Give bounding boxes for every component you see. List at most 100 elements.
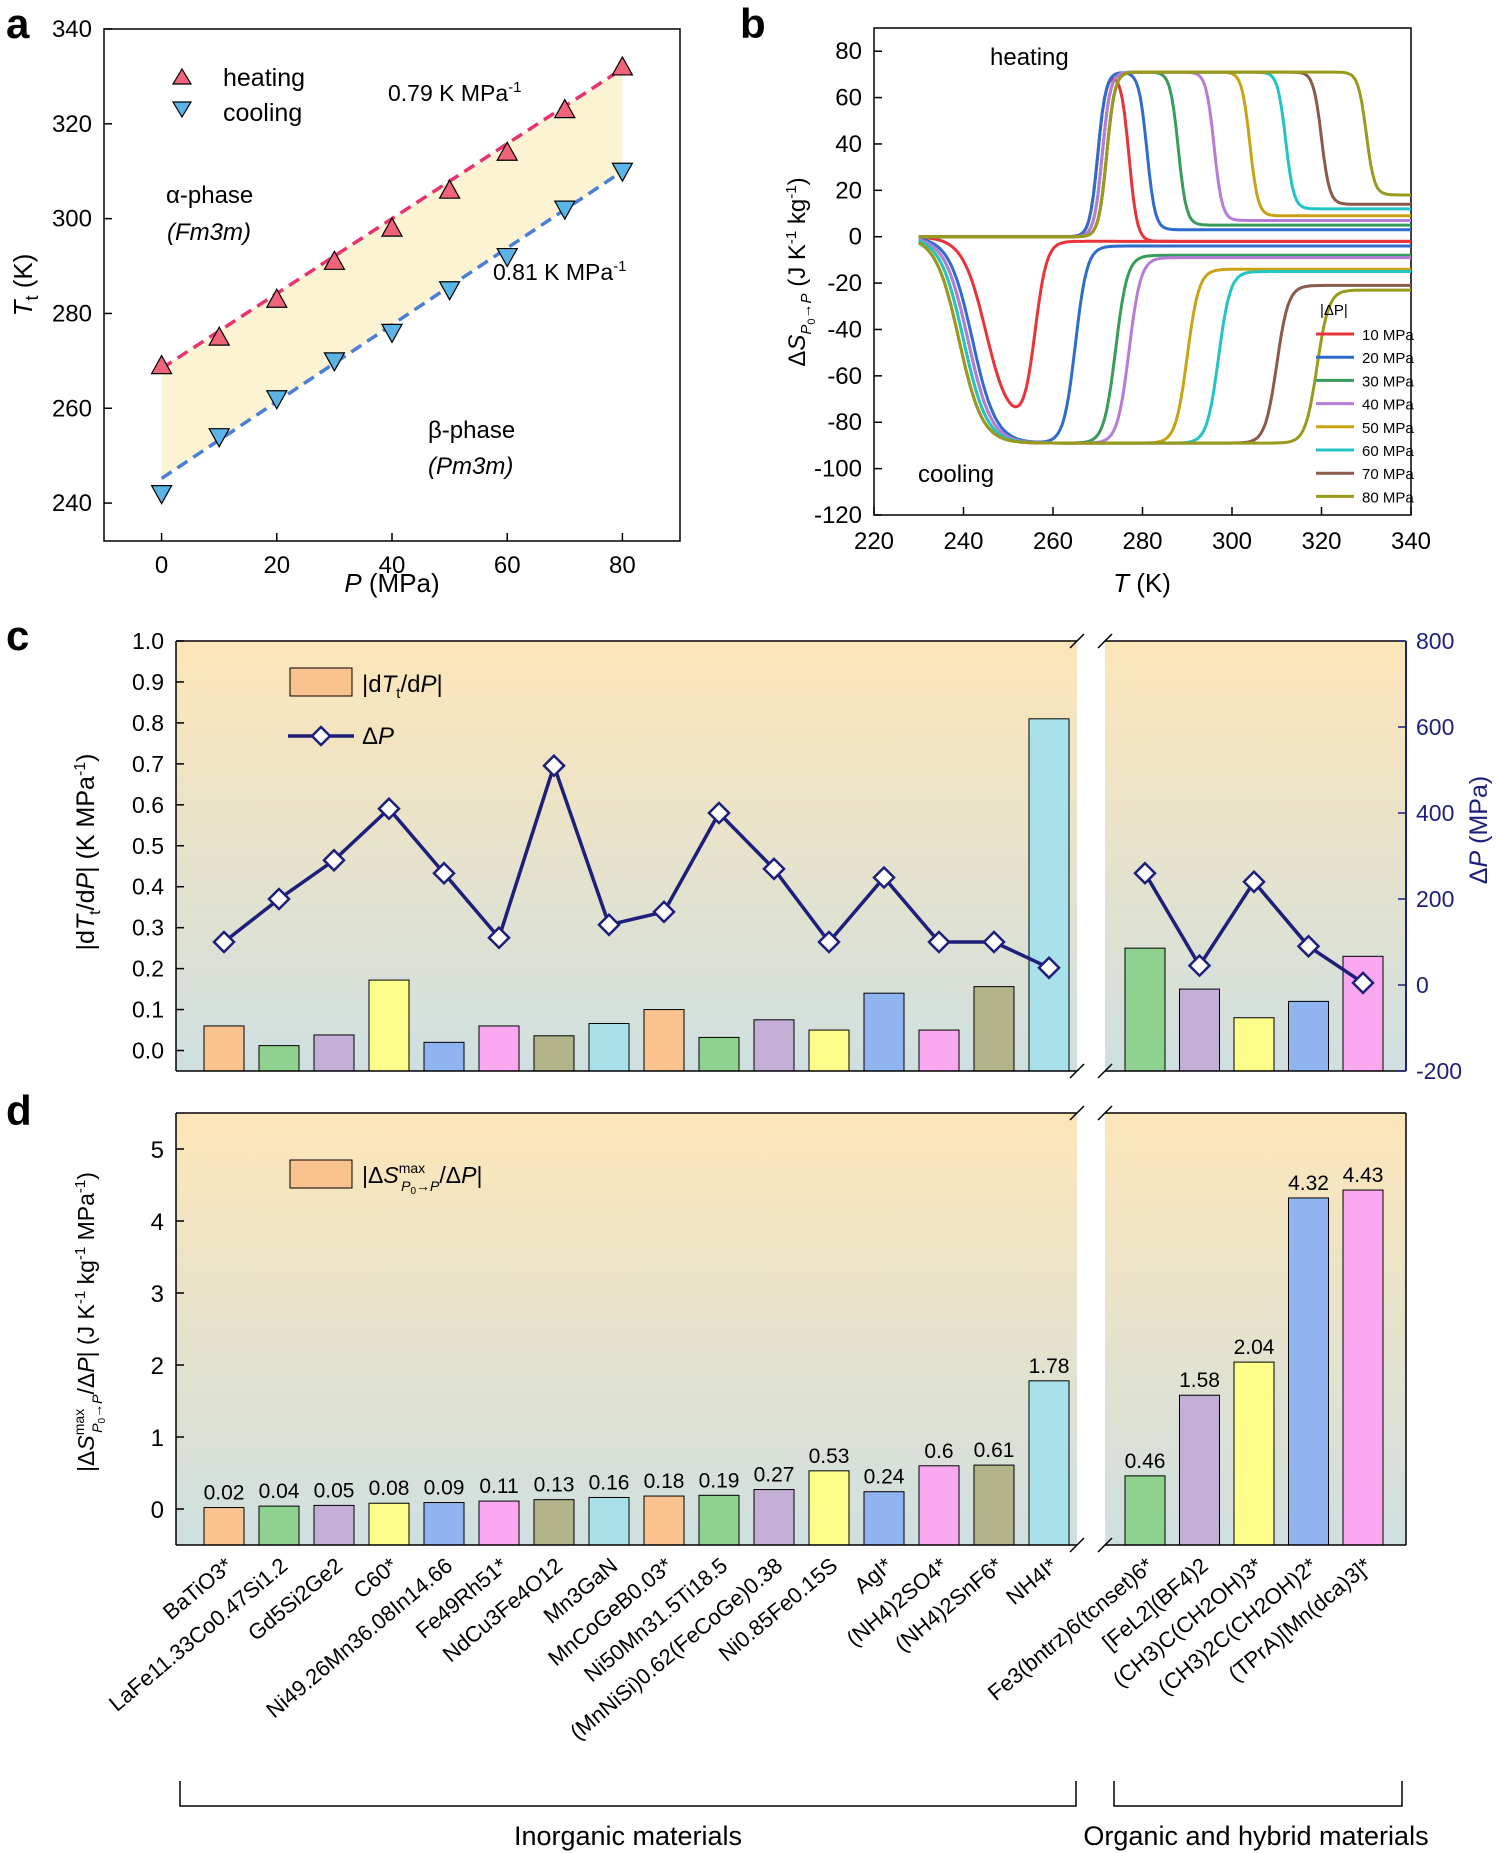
legend-heating-label: heating [223,64,305,92]
cooling-curve-10-MPa [918,235,1411,409]
cooling-curve-80-MPa [918,241,1411,445]
left-axis-label-c: |dTt/dP| (K MPa-1) [72,753,104,950]
delta-p-marker [1296,934,1321,959]
y-tick-label-b: 60 [835,85,862,112]
legend-title-b: |ΔP| [1320,302,1348,319]
cooling-point [438,281,461,301]
bar-value-label: 0.27 [754,1464,795,1487]
heating-point [553,98,576,119]
entropy-bar [643,1495,685,1546]
legend-label-b: 60 MPa [1362,443,1414,460]
y-tick-label-d: 2 [151,1353,164,1380]
panel-b: b 220 240 260 280 300 320 340 -120 -100 -80 -60 -4… [740,0,1431,598]
y-tick-label-d: 3 [151,1281,164,1308]
bar-value-label: 0.16 [589,1471,630,1494]
y-tick-label-b: -20 [827,270,862,297]
legend-bar-swatch-d [289,1159,353,1189]
axis-break-gap-c [1077,632,1105,1080]
legend-label-b: 10 MPa [1362,327,1414,344]
legend-diamond-marker-c [310,725,332,747]
cooling-point [611,162,634,183]
delta-p-marker [1037,956,1061,980]
legend-label-b: 70 MPa [1362,466,1414,483]
x-axis-label-b: T (K) [1113,568,1171,598]
legend-heating-marker [171,67,193,85]
y-tick-label-a: 340 [52,16,92,43]
x-tick-label-b: 320 [1301,528,1341,555]
panel-label-c: c [6,612,29,659]
bar-value-label: 0.19 [699,1469,740,1492]
bar-value-label: 0.46 [1125,1450,1166,1473]
heating-curve-50-MPa [918,70,1411,239]
x-tick-label-b: 240 [943,528,983,555]
right-tick-label-c: 800 [1416,628,1454,654]
cooling-point [265,390,288,411]
organic-group-label: Organic and hybrid materials [1083,1821,1428,1851]
dtdp-bar [313,1034,355,1072]
delta-p-marker [597,913,621,937]
heating-point [438,178,461,199]
dtdp-bar [258,1045,300,1072]
y-tick-label-b: 0 [849,224,862,251]
y-tick-label-b: -60 [827,363,862,390]
cooling-point [208,428,231,448]
y-tick-label-b: 20 [835,177,862,204]
bar-value-label: 0.04 [259,1480,300,1503]
legend-label-b: 20 MPa [1362,350,1414,367]
cooling-point [496,247,519,268]
cooling-point [150,484,173,505]
delta-p-marker [762,857,786,881]
dtdp-bar [1028,718,1070,1072]
panel-a: a 0 20 40 60 80 240 260 280 300 320 340 P (MPa) T… [6,0,681,598]
left-tick-label-c: 0.5 [132,833,164,859]
x-tick-label-a: 20 [263,552,290,579]
bar-value-label: 0.08 [369,1477,410,1500]
left-tick-label-c: 0.3 [132,915,164,941]
x-tick-label-b: 300 [1212,528,1252,555]
delta-p-marker [707,801,731,825]
delta-p-marker [1133,861,1157,885]
entropy-bar [203,1507,245,1546]
heating-curve-20-MPa [918,71,1411,239]
axis-break-marks-d [1069,1105,1113,1553]
dtdp-bar [1233,1017,1275,1072]
left-tick-label-c: 0.8 [132,710,164,736]
cooling-annotation: cooling [918,461,994,488]
left-tick-label-c: 0.0 [132,1038,164,1064]
delta-p-marker [1351,971,1375,995]
y-tick-label-b: -100 [814,456,862,483]
beta-phase-label: β-phase [428,417,515,444]
bar-value-label: 0.6 [924,1440,953,1463]
delta-p-marker [1242,870,1266,894]
heating-curve-60-MPa [918,70,1411,239]
delta-p-marker [817,930,841,954]
delta-p-marker [487,925,511,950]
bar-value-label: 0.53 [809,1445,850,1468]
heating-point [380,216,404,237]
dtdp-bar [1124,947,1166,1072]
entropy-bar [1342,1189,1384,1546]
dtdp-bar [808,1029,850,1072]
heating-curve-70-MPa [918,70,1411,239]
heating-point [265,287,288,308]
entropy-bar [973,1464,1015,1546]
heating-annotation: heating [990,44,1069,71]
bar-value-label: 1.78 [1029,1355,1070,1378]
entropy-bar [588,1496,630,1546]
entropy-bar [698,1494,740,1546]
bar-value-label: 2.04 [1234,1336,1275,1359]
heating-point [323,250,346,270]
dtdp-bar [1179,988,1220,1072]
dtdp-bar [588,1022,630,1072]
x-tick-label-a: 80 [609,552,636,579]
entropy-bar [258,1505,300,1546]
y-tick-label-a: 240 [52,490,92,517]
y-axis-label-b: ΔSP0→P (J K-1 kg-1) [783,177,818,366]
x-tick-label-b: 340 [1391,528,1431,555]
legend-cooling-marker [171,101,193,119]
legend-cooling-label: cooling [223,99,302,127]
right-tick-label-c: 0 [1416,972,1429,998]
delta-p-marker [872,865,896,890]
x-tick-label-b: 280 [1122,528,1162,555]
